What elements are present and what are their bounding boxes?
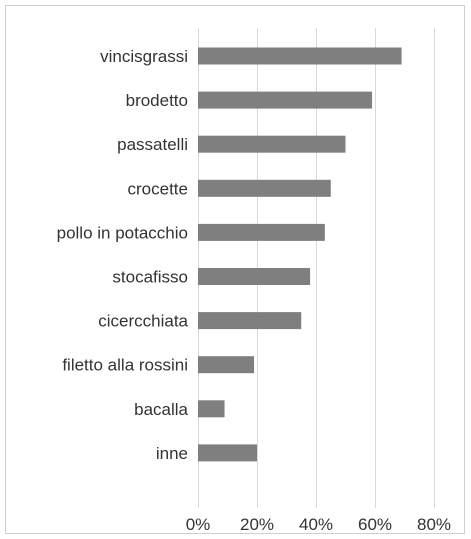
x-tick-label: 0% [186,515,211,533]
bar-brodetto [198,91,373,109]
bar-stocafisso [198,268,311,285]
category-label: crocette [128,179,188,198]
bar-cicercchiata [198,312,302,330]
category-label: cicercchiata [98,312,188,331]
x-tick-label: 20% [240,515,274,533]
category-label: passatelli [117,135,188,154]
x-tick-label: 40% [299,515,333,533]
category-label: inne [156,444,188,463]
category-label: bacalla [134,400,188,419]
x-tick-label: 60% [358,515,392,533]
category-label: filetto alla rossini [62,356,188,375]
bar-vincisgrassi [198,47,402,65]
category-labels: vincisgrassi brodetto passatelli crocette po… [57,47,189,463]
category-label: vincisgrassi [100,47,188,66]
bar-bacalla [198,400,225,418]
bar-chart: vincisgrassi brodetto passatelli crocette po… [57,28,451,534]
chart-frame: vincisgrassi brodetto passatelli crocette po… [5,5,465,534]
category-label: stocafisso [112,268,188,287]
category-label: brodetto [126,91,188,110]
bar-crocette [198,179,331,197]
bar-inne [198,444,257,462]
bars [198,47,402,462]
category-label: pollo in potacchio [57,223,188,242]
x-tick-label: 80% [417,515,451,533]
x-tick-labels: 0% 20% 40% 60% 80% [186,515,451,534]
bar-pollo-in-potacchio [198,223,325,241]
bar-passatelli [198,135,346,153]
bar-filetto-alla-rossini [198,356,255,374]
